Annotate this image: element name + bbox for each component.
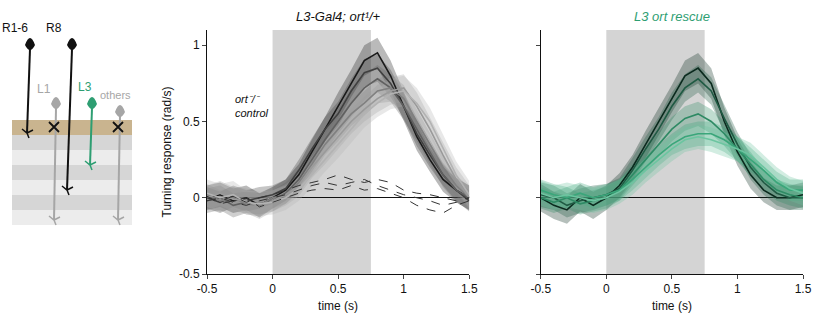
svg-text:0: 0 — [269, 282, 276, 296]
svg-text:others: others — [100, 89, 131, 101]
svg-text:1: 1 — [193, 38, 200, 52]
svg-text:1.5: 1.5 — [795, 282, 812, 296]
svg-text:1: 1 — [400, 282, 407, 296]
svg-text:L3-Gal4; ort¹/+: L3-Gal4; ort¹/+ — [296, 9, 381, 24]
svg-text:1.5: 1.5 — [461, 282, 478, 296]
svg-text:L1: L1 — [37, 82, 51, 96]
svg-text:time (s): time (s) — [318, 299, 358, 313]
svg-text:1: 1 — [734, 282, 741, 296]
svg-text:L3 ort rescue: L3 ort rescue — [634, 9, 710, 24]
svg-text:-0.5: -0.5 — [179, 267, 200, 281]
svg-text:ort⁻/⁻control: ort⁻/⁻control — [235, 93, 269, 119]
svg-text:R8: R8 — [46, 21, 62, 35]
svg-text:0.5: 0.5 — [183, 115, 200, 129]
svg-text:0: 0 — [603, 282, 610, 296]
svg-text:-0.5: -0.5 — [197, 282, 218, 296]
svg-text:time (s): time (s) — [652, 299, 692, 313]
svg-text:0.5: 0.5 — [330, 282, 347, 296]
svg-text:L3: L3 — [78, 80, 92, 94]
svg-text:Turning response (rad/s): Turning response (rad/s) — [160, 87, 174, 218]
svg-text:0.5: 0.5 — [664, 282, 681, 296]
svg-text:0: 0 — [193, 191, 200, 205]
svg-text:R1-6: R1-6 — [2, 21, 28, 35]
svg-text:-0.5: -0.5 — [530, 282, 551, 296]
